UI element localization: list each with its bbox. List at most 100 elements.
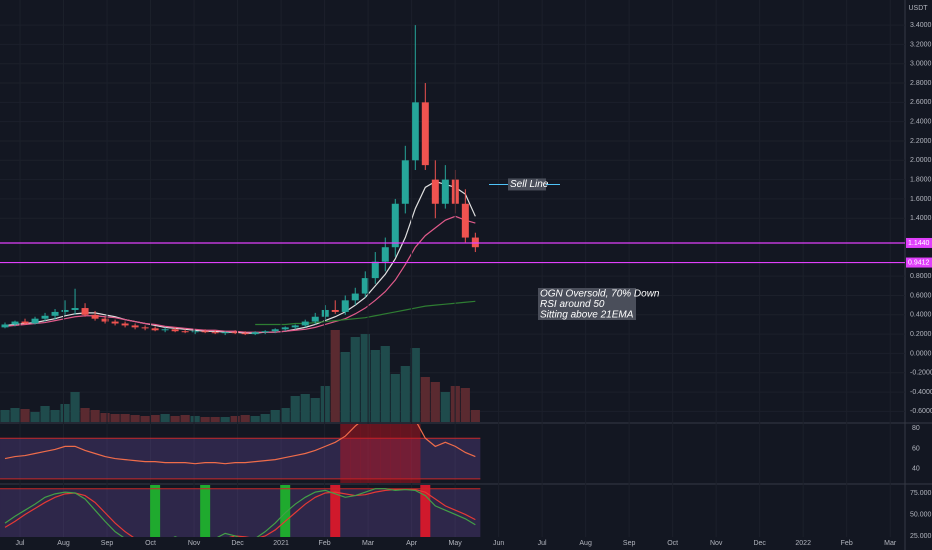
annotation-text: OGN Oversold, 70% Down: [540, 289, 660, 300]
volume-bar: [250, 416, 260, 422]
moving-average: [4, 215, 476, 333]
candle-body: [271, 329, 279, 332]
volume-bar: [210, 417, 220, 422]
volume-bar: [400, 366, 410, 422]
volume-bar: [50, 410, 60, 422]
overbought-shade: [410, 424, 421, 483]
candle-body: [251, 332, 259, 335]
candle-body: [371, 261, 379, 279]
volume-bar: [0, 410, 10, 422]
volume-bar: [240, 415, 250, 422]
volume-bar: [200, 417, 210, 422]
stoch-signal: [150, 485, 161, 537]
annotation-text: RSI around 50: [540, 299, 605, 310]
candle-body: [431, 179, 439, 204]
volume-bar: [370, 350, 380, 422]
moving-average: [255, 300, 476, 326]
overbought-shade: [390, 424, 401, 483]
x-tick-label: Sep: [101, 540, 114, 547]
candle-body: [291, 325, 299, 328]
candle-body: [41, 315, 49, 319]
candle-body: [411, 102, 419, 161]
stoch-signal: [330, 485, 341, 537]
y-tick-label: 1.8000: [910, 176, 932, 183]
candle-body: [1, 324, 9, 328]
rsi-tick-label: 60: [912, 445, 920, 452]
y-tick-label: 2.0000: [910, 157, 932, 164]
x-tick-label: Apr: [406, 540, 418, 547]
volume-bar: [60, 404, 70, 422]
x-tick-label: May: [448, 540, 462, 547]
overbought-shade: [370, 424, 381, 483]
candle-body: [241, 333, 249, 335]
overbought-shade: [400, 424, 411, 483]
stoch-signal: [280, 485, 291, 537]
candle-body: [341, 300, 349, 312]
volume-bar: [190, 416, 200, 422]
x-tick-label: Nov: [188, 540, 201, 547]
currency: USDT: [908, 5, 928, 12]
sell-line-label: Sell Line: [510, 179, 549, 190]
x-tick-label: Sep: [623, 540, 636, 547]
stoch-band: [0, 488, 481, 537]
y-tick-label: 0.0000: [910, 350, 932, 357]
x-tick-label: Aug: [57, 540, 70, 547]
y-tick-label: 3.0000: [910, 61, 932, 68]
volume-bar: [10, 408, 20, 422]
volume-bar: [300, 394, 310, 422]
sell-label-box: [508, 178, 546, 191]
candle-body: [391, 203, 399, 248]
volume-bar: [380, 346, 390, 422]
candle-body: [71, 308, 79, 310]
volume-bar: [230, 416, 240, 422]
x-tick-label: Aug: [579, 540, 592, 547]
candle-body: [441, 179, 449, 204]
stoch-k-line: [4, 488, 476, 537]
y-tick-label: 2.2000: [910, 138, 932, 145]
y-tick-label: 0.2000: [910, 331, 932, 338]
candle-body: [151, 328, 159, 331]
volume-bar: [110, 414, 120, 422]
x-tick-label: Oct: [145, 540, 156, 547]
y-tick-label: 0.8000: [910, 273, 932, 280]
candle-body: [331, 309, 339, 312]
volume-bar: [430, 382, 440, 422]
y-tick-label: 2.8000: [910, 80, 932, 87]
candle-body: [161, 329, 169, 331]
y-tick-label: 1.4000: [910, 215, 932, 222]
x-tick-label: Mar: [884, 540, 897, 547]
candle-body: [21, 321, 29, 324]
candle-body: [141, 327, 149, 329]
price-tag: [906, 257, 932, 268]
pane: [0, 485, 481, 537]
stoch-signal: [420, 485, 431, 537]
candle-body: [361, 278, 369, 294]
volume-bar: [280, 408, 290, 422]
candle-body: [61, 309, 69, 312]
stoch-signal: [200, 485, 211, 537]
candle-body: [421, 102, 429, 166]
x-tick-label: Jul: [16, 540, 25, 547]
volume-bar: [320, 386, 330, 422]
candle-body: [181, 331, 189, 333]
volume-bar: [70, 392, 80, 422]
volume-bar: [100, 413, 110, 422]
volume-bar: [330, 330, 340, 422]
candle-body: [211, 332, 219, 334]
volume-bar: [160, 414, 170, 422]
volume-bar: [390, 374, 400, 422]
x-tick-label: Feb: [841, 540, 853, 547]
volume-bar: [40, 406, 50, 422]
candle-body: [191, 331, 199, 333]
candle-body: [91, 314, 99, 319]
candle-body: [11, 321, 19, 325]
volume-bar: [140, 416, 150, 422]
pane: [0, 424, 481, 483]
rsi-tick-label: 80: [912, 425, 920, 432]
volume-bar: [340, 352, 350, 422]
y-tick-label: 0.6000: [910, 292, 932, 299]
price-tag-label: 0.9412: [908, 259, 930, 266]
rsi-band: [0, 438, 481, 479]
annotation-text: Sitting above 21EMA: [540, 310, 634, 321]
